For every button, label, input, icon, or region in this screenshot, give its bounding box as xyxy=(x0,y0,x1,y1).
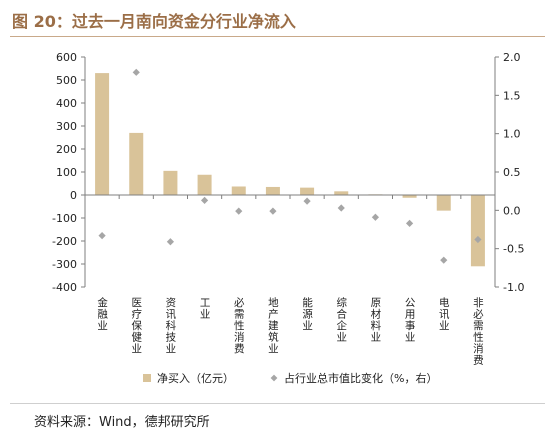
x-category-label: 综合企业 xyxy=(335,296,347,343)
y-left-tick-label: 600 xyxy=(56,51,77,64)
y-right-tick-label: 2.0 xyxy=(503,51,521,64)
scatter-point xyxy=(98,232,106,240)
source-note: 资料来源：Wind，德邦研究所 xyxy=(34,415,210,430)
y-right-tick-label: 1.0 xyxy=(503,128,521,141)
x-category-label: 原材料业 xyxy=(369,297,381,343)
x-category-label: 工业 xyxy=(199,297,211,320)
scatter-point xyxy=(269,207,277,215)
bar xyxy=(470,195,485,267)
bar xyxy=(334,191,349,195)
bar xyxy=(129,132,144,195)
scatter-point xyxy=(337,204,345,212)
y-left-tick-label: 500 xyxy=(56,74,77,87)
bar xyxy=(163,170,178,195)
scatter-point xyxy=(405,219,414,227)
y-left-tick-label: 0 xyxy=(70,189,77,202)
bar xyxy=(402,195,417,198)
y-left-tick-label: 200 xyxy=(56,143,77,156)
y-left-tick-label: 400 xyxy=(56,97,77,110)
legend-label-scatter: 占行业总市值比变化（%，右） xyxy=(284,371,437,385)
y-left-tick-label: -200 xyxy=(52,235,77,248)
x-category-label: 电讯业 xyxy=(438,296,450,331)
x-category-label: 能源业 xyxy=(301,296,313,331)
x-category-label: 地产建筑业 xyxy=(267,296,279,354)
scatter-point xyxy=(440,256,448,264)
scatter-point xyxy=(132,68,140,76)
x-category-label: 医疗保健业 xyxy=(130,297,142,355)
bottom-rule xyxy=(10,403,545,404)
bar xyxy=(231,186,246,195)
x-category-label: 必需性消费 xyxy=(233,296,245,354)
x-category-label: 非必需性消费 xyxy=(472,297,484,366)
bar xyxy=(95,73,110,195)
y-left-tick-label: 100 xyxy=(56,166,77,179)
scatter-point xyxy=(474,235,482,244)
scatter-point xyxy=(371,213,380,221)
y-left-tick-label: 300 xyxy=(56,120,77,133)
scatter-point xyxy=(166,238,175,246)
y-right-tick-label: 0.5 xyxy=(503,166,521,179)
bar xyxy=(197,174,212,195)
y-left-tick-label: -300 xyxy=(52,258,77,271)
legend-swatch-bar xyxy=(143,374,151,382)
bar xyxy=(265,186,280,195)
scatter-point xyxy=(235,207,243,215)
bar xyxy=(436,195,451,211)
y-left-tick-label: -400 xyxy=(52,281,77,294)
x-category-label: 资讯科技业 xyxy=(164,297,176,355)
title-bar: 图 20：过去一月南向资金分行业净流入 xyxy=(0,0,555,38)
y-left-tick-label: -100 xyxy=(52,212,77,225)
legend-swatch-scatter xyxy=(270,374,278,382)
y-right-tick-label: -0.5 xyxy=(503,243,524,256)
y-right-tick-label: 1.5 xyxy=(503,89,521,102)
chart: 600 500 400 300 200 100 0 -100 -200 -300 -400 2.0 1.… xyxy=(52,51,524,385)
legend-label-bar: 净买入（亿元） xyxy=(157,371,234,385)
x-category-label: 金融业 xyxy=(96,296,108,331)
x-category-label: 公用事业 xyxy=(404,297,416,343)
y-right-tick-label: 0.0 xyxy=(503,204,521,217)
chart-title: 图 20：过去一月南向资金分行业净流入 xyxy=(12,12,296,31)
scatter-point xyxy=(200,196,209,204)
bar xyxy=(300,187,315,195)
scatter-point xyxy=(303,197,311,205)
y-right-tick-label: -1.0 xyxy=(503,281,524,294)
title-rule xyxy=(10,36,545,37)
